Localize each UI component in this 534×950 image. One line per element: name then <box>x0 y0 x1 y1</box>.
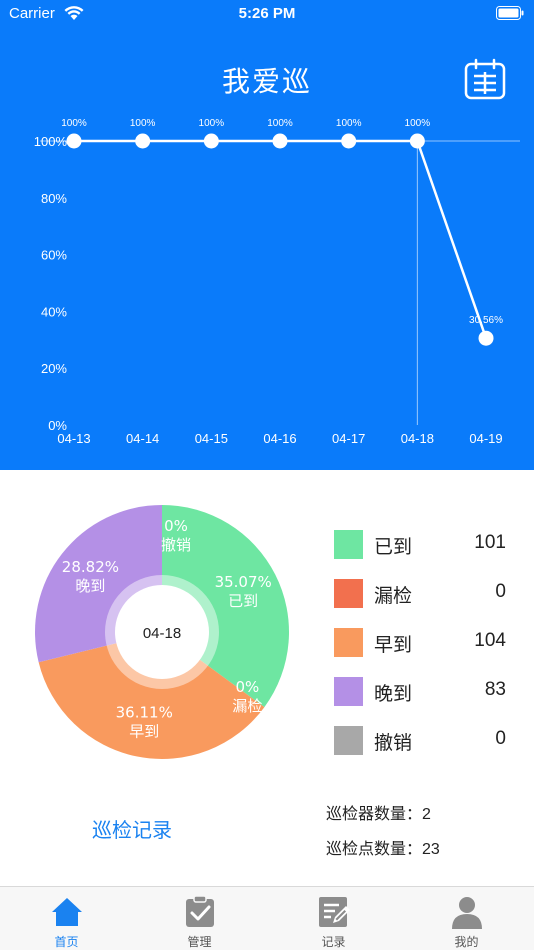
legend-count: 0 <box>495 728 506 749</box>
y-tick-label: 40% <box>41 304 67 319</box>
legend-swatch <box>334 530 363 559</box>
x-tick-label: 04-17 <box>332 431 365 446</box>
slice-percent-label: 28.82% <box>62 558 119 576</box>
data-label: 100% <box>61 118 87 129</box>
legend-label: 已到 <box>374 536 413 558</box>
inspection-records-link[interactable]: 巡检记录 <box>92 818 172 842</box>
legend-label: 晚到 <box>374 683 413 705</box>
legend-swatch <box>334 726 363 755</box>
tab-manage[interactable]: 管理 <box>133 887 266 950</box>
slice-name-label: 晚到 <box>75 577 105 595</box>
battery-icon <box>496 6 524 20</box>
clock: 5:26 PM <box>238 5 296 22</box>
device-count: 巡检器数量：2 <box>326 800 431 824</box>
tab-label: 我的 <box>454 935 479 949</box>
data-point <box>135 133 151 149</box>
data-point <box>409 133 425 149</box>
user-icon <box>451 897 482 929</box>
point-count: 巡检点数量：23 <box>326 835 440 859</box>
legend-label: 撤销 <box>374 732 413 754</box>
data-label: 100% <box>199 118 225 129</box>
data-label: 30.56% <box>469 315 503 326</box>
point-count-label: 巡检点数量： <box>326 839 423 858</box>
slice-percent-label: 35.07% <box>215 573 272 591</box>
device-count-label: 巡检器数量： <box>326 804 423 823</box>
data-point <box>203 133 219 149</box>
x-tick-label: 04-19 <box>469 431 502 446</box>
slice-percent-label: 0% <box>164 517 188 535</box>
home-icon <box>51 898 82 926</box>
x-tick-label: 04-16 <box>263 431 296 446</box>
tab-bar: 首页 管理 记录 我的 <box>0 886 534 950</box>
slice-name-label: 漏检 <box>232 697 262 715</box>
y-tick-label: 20% <box>41 361 67 376</box>
slice-percent-label: 36.11% <box>116 703 173 721</box>
point-count-value: 23 <box>422 841 440 858</box>
data-label: 100% <box>267 118 293 129</box>
completion-line-chart: 0% 20% 40% 60% 80% 100% 04-13 04-14 04-15 04-16 04… <box>34 118 520 446</box>
clipboard-check-icon <box>185 895 214 927</box>
legend-label: 漏检 <box>374 585 413 607</box>
data-point <box>272 133 288 149</box>
legend-item-early: 早到 104 <box>334 626 514 675</box>
device-count-value: 2 <box>422 806 431 823</box>
slice-percent-label: 0% <box>235 678 259 696</box>
carrier-label: Carrier <box>9 5 55 22</box>
legend-swatch <box>334 579 363 608</box>
edit-note-icon <box>318 897 350 927</box>
slice-name-label: 已到 <box>228 592 258 610</box>
wifi-icon <box>64 6 84 20</box>
y-tick-label: 100% <box>34 134 68 149</box>
legend-count: 101 <box>474 532 506 553</box>
legend-item-late: 晚到 83 <box>334 675 514 724</box>
legend-count: 104 <box>474 630 506 651</box>
calendar-icon[interactable] <box>464 58 506 100</box>
tab-label: 首页 <box>54 935 79 949</box>
slice-name-label: 撤销 <box>161 536 191 554</box>
tab-label: 记录 <box>321 935 346 949</box>
x-tick-label: 04-13 <box>57 431 90 446</box>
data-label: 100% <box>130 118 156 129</box>
donut-slice <box>38 632 265 759</box>
tab-label: 管理 <box>187 935 212 949</box>
donut-center-label: 04-18 <box>143 625 181 642</box>
y-tick-label: 0% <box>48 418 67 433</box>
status-legend: 已到 101 漏检 0 早到 104 晚到 83 撤销 0 <box>334 528 514 773</box>
tab-mine[interactable]: 我的 <box>400 887 533 950</box>
x-tick-label: 04-18 <box>401 431 434 446</box>
legend-swatch <box>334 628 363 657</box>
slice-name-label: 早到 <box>129 722 159 740</box>
data-label: 100% <box>336 118 362 129</box>
legend-count: 83 <box>484 679 506 700</box>
series-line <box>74 139 488 339</box>
legend-item-cancelled: 撤销 0 <box>334 724 514 773</box>
data-point <box>66 133 82 149</box>
page-title: 我爱巡 <box>221 65 312 98</box>
legend-item-arrived: 已到 101 <box>334 528 514 577</box>
y-tick-label: 80% <box>41 191 67 206</box>
data-label: 100% <box>405 118 431 129</box>
tab-home[interactable]: 首页 <box>0 887 133 950</box>
legend-swatch <box>334 677 363 706</box>
donut-hole <box>115 585 209 679</box>
x-tick-label: 04-14 <box>126 431 159 446</box>
status-bar: Carrier 5:26 PM <box>0 0 534 30</box>
legend-count: 0 <box>495 581 506 602</box>
data-point <box>478 330 494 346</box>
legend-item-missed: 漏检 0 <box>334 577 514 626</box>
data-point <box>341 133 357 149</box>
legend-label: 早到 <box>374 634 413 656</box>
donut-slice <box>162 505 289 708</box>
tab-records[interactable]: 记录 <box>267 887 400 950</box>
x-tick-label: 04-15 <box>195 431 228 446</box>
header-panel: Carrier 5:26 PM 我爱巡 0% 20% 40% 60% 80% 100% 04… <box>0 0 534 470</box>
y-tick-label: 60% <box>41 248 67 263</box>
